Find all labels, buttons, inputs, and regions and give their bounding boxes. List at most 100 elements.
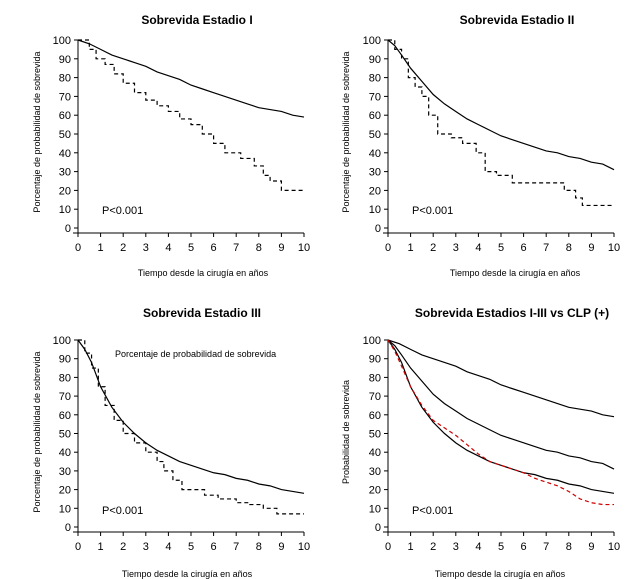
x-tick-label: 8 xyxy=(566,242,572,254)
x-tick-label: 7 xyxy=(233,541,239,553)
x-tick-label: 0 xyxy=(75,242,81,254)
x-tick-label: 10 xyxy=(298,541,310,553)
y-axis-label: Porcentaje de probabilidad de sobrevida xyxy=(341,51,351,212)
y-tick-label: 90 xyxy=(59,354,71,366)
y-tick-label: 40 xyxy=(369,447,381,459)
series-line-3 xyxy=(387,339,614,506)
x-tick-label: 10 xyxy=(298,242,310,254)
inner-annotation: Porcentaje de probabilidad de sobrevida xyxy=(115,349,276,359)
x-tick-label: 6 xyxy=(211,541,217,553)
y-tick-label: 10 xyxy=(59,204,71,216)
y-tick-label: 0 xyxy=(375,522,381,534)
x-axis-label: Tiempo desde la cirugía en años xyxy=(435,569,566,579)
x-tick-label: 9 xyxy=(588,242,594,254)
x-tick-label: 4 xyxy=(475,541,481,553)
x-axis-label: Tiempo desde la cirugía en años xyxy=(138,268,269,278)
y-tick-label: 80 xyxy=(369,73,381,85)
y-axis-label: Porcentaje de probabilidad de sobrevida xyxy=(32,51,42,212)
x-tick-label: 2 xyxy=(120,242,126,254)
series-line-1 xyxy=(388,39,614,207)
x-tick-label: 8 xyxy=(256,541,262,553)
panel-title: Sobrevida Estadios I-III vs CLP (+) xyxy=(415,306,609,320)
y-tick-label: 20 xyxy=(369,185,381,197)
x-tick-label: 5 xyxy=(188,541,194,553)
y-tick-label: 80 xyxy=(59,372,71,384)
y-tick-label: 70 xyxy=(369,91,381,103)
x-tick-label: 6 xyxy=(211,242,217,254)
series-line-1 xyxy=(387,339,615,470)
x-tick-label: 3 xyxy=(453,541,459,553)
series-line-2 xyxy=(387,339,615,494)
x-tick-label: 10 xyxy=(608,242,620,254)
y-tick-label: 90 xyxy=(369,354,381,366)
y-tick-label: 20 xyxy=(59,185,71,197)
x-tick-label: 5 xyxy=(188,242,194,254)
y-tick-label: 10 xyxy=(59,503,71,515)
y-tick-label: 30 xyxy=(369,466,381,478)
x-tick-label: 9 xyxy=(278,242,284,254)
x-tick-label: 4 xyxy=(165,541,171,553)
y-tick-label: 100 xyxy=(363,35,381,47)
panel-estadio-iii: Sobrevida Estadio III Porcentaje de prob… xyxy=(32,306,310,579)
p-value-annotation: P<0.001 xyxy=(102,205,143,217)
y-tick-label: 0 xyxy=(65,223,71,235)
x-tick-label: 2 xyxy=(430,541,436,553)
x-tick-label: 5 xyxy=(498,242,504,254)
y-tick-label: 40 xyxy=(59,447,71,459)
x-tick-label: 1 xyxy=(98,541,104,553)
x-tick-label: 5 xyxy=(498,541,504,553)
x-tick-label: 2 xyxy=(430,242,436,254)
panel-estadio-ii: Sobrevida Estadio II Porcentaje de proba… xyxy=(341,13,620,278)
p-value-annotation: P<0.001 xyxy=(102,505,143,517)
x-tick-label: 7 xyxy=(233,242,239,254)
x-tick-label: 3 xyxy=(143,541,149,553)
series-line-0 xyxy=(387,39,615,171)
y-tick-label: 50 xyxy=(59,429,71,441)
series-line-1 xyxy=(78,339,304,515)
y-tick-label: 40 xyxy=(369,148,381,160)
y-tick-label: 70 xyxy=(369,391,381,403)
p-value-annotation: P<0.001 xyxy=(412,505,453,517)
y-axis-label: Porcentaje de probabilidad de sobrevida xyxy=(32,351,42,512)
y-tick-label: 30 xyxy=(59,466,71,478)
x-tick-label: 8 xyxy=(566,541,572,553)
x-tick-label: 0 xyxy=(385,541,391,553)
y-tick-label: 50 xyxy=(369,129,381,141)
x-tick-label: 8 xyxy=(256,242,262,254)
x-tick-label: 0 xyxy=(385,242,391,254)
x-tick-label: 7 xyxy=(543,242,549,254)
y-tick-label: 60 xyxy=(369,410,381,422)
series-line-1 xyxy=(78,39,304,191)
y-tick-label: 80 xyxy=(59,73,71,85)
y-tick-label: 0 xyxy=(375,223,381,235)
x-tick-label: 1 xyxy=(408,242,414,254)
y-tick-label: 30 xyxy=(369,167,381,179)
y-tick-label: 10 xyxy=(369,503,381,515)
x-tick-label: 1 xyxy=(98,242,104,254)
x-tick-label: 7 xyxy=(543,541,549,553)
y-tick-label: 80 xyxy=(369,372,381,384)
y-axis-label: Probabilidad de sobrevida xyxy=(341,380,351,484)
x-tick-label: 9 xyxy=(278,541,284,553)
y-tick-label: 60 xyxy=(59,410,71,422)
y-tick-label: 90 xyxy=(59,54,71,66)
y-tick-label: 20 xyxy=(369,485,381,497)
panel-title: Sobrevida Estadio I xyxy=(141,13,252,27)
y-tick-label: 50 xyxy=(369,429,381,441)
x-tick-label: 4 xyxy=(475,242,481,254)
y-tick-label: 60 xyxy=(59,110,71,122)
x-tick-label: 6 xyxy=(521,242,527,254)
y-tick-label: 100 xyxy=(53,35,71,47)
panel-title: Sobrevida Estadio II xyxy=(460,13,575,27)
x-tick-label: 0 xyxy=(75,541,81,553)
x-tick-label: 3 xyxy=(143,242,149,254)
x-tick-label: 1 xyxy=(408,541,414,553)
x-axis-label: Tiempo desde la cirugía en años xyxy=(450,268,581,278)
panel-estadios-vs-clp: Sobrevida Estadios I-III vs CLP (+) Prob… xyxy=(341,306,620,579)
series-line-0 xyxy=(77,39,305,118)
series-line-0 xyxy=(387,339,615,418)
x-tick-label: 2 xyxy=(120,541,126,553)
p-value-annotation: P<0.001 xyxy=(412,205,453,217)
y-tick-label: 100 xyxy=(363,335,381,347)
